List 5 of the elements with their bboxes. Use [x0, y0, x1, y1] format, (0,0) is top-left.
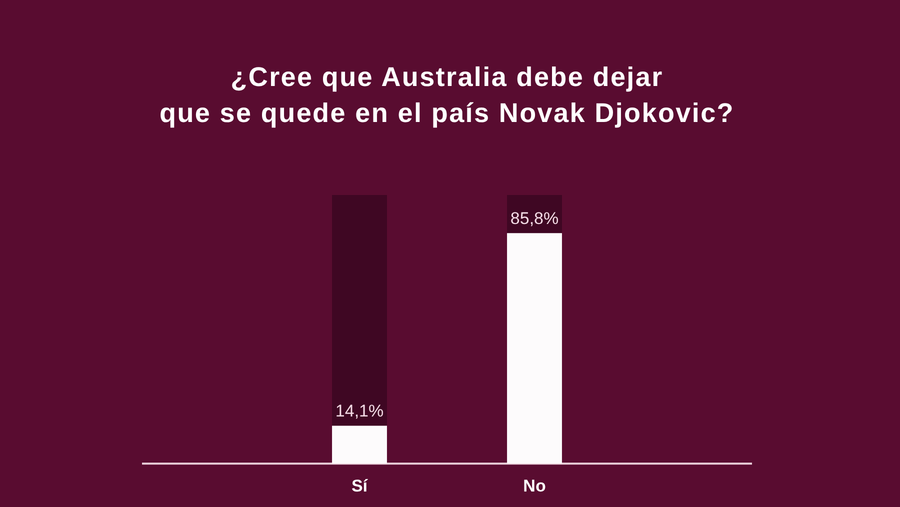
data-label: 14,1%: [335, 401, 384, 420]
x-tick-label: No: [523, 476, 546, 496]
chart-title: ¿Cree que Australia debe dejar que se quede en el país Novak Djokovic?: [158, 61, 736, 130]
data-label: 85,8%: [510, 208, 559, 228]
x-tick-label: Sí: [351, 476, 369, 496]
